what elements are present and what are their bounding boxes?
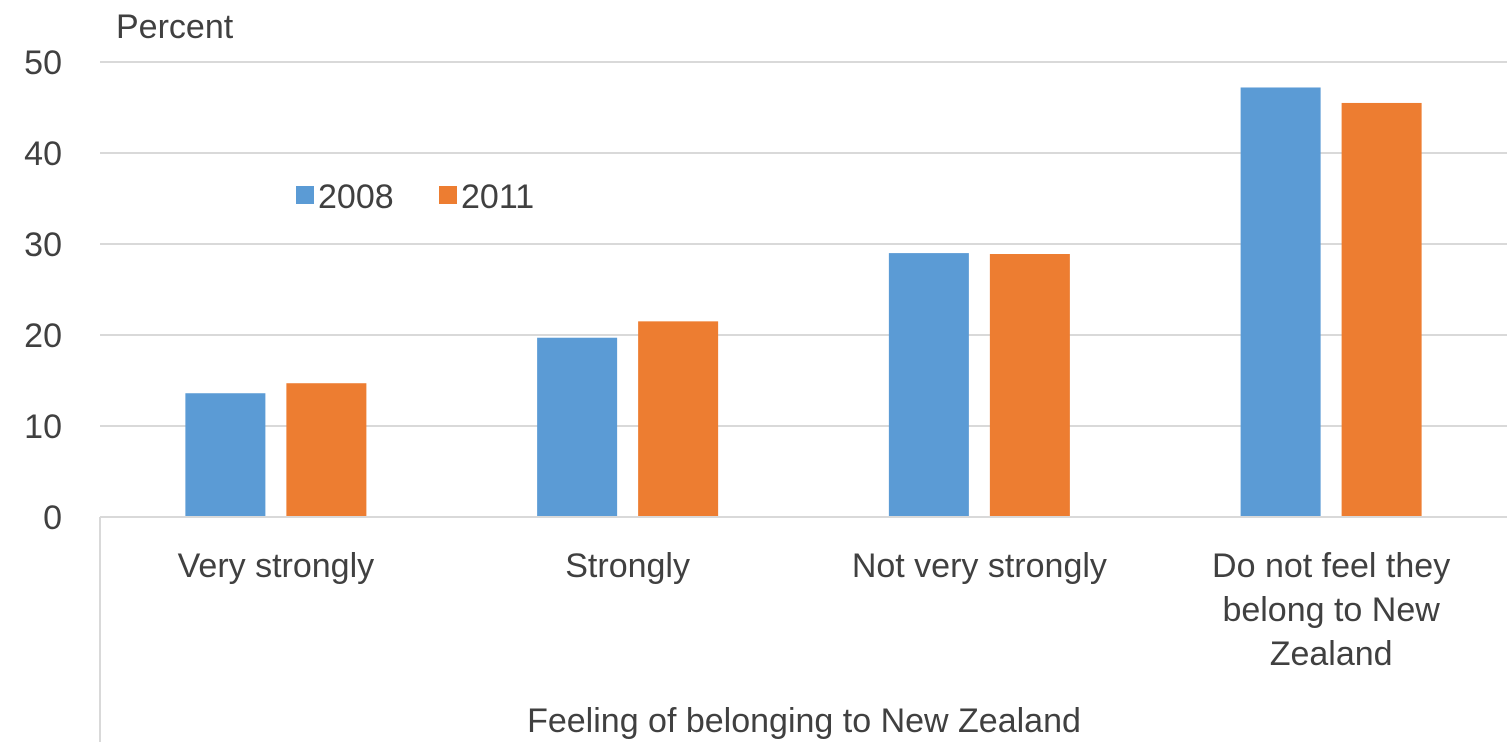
bar-2008 — [185, 393, 266, 517]
x-tick-label: Very strongly — [178, 547, 375, 585]
legend-label-2008: 2008 — [318, 178, 394, 216]
bars — [185, 87, 1422, 517]
legend: 2008 2011 — [296, 178, 534, 216]
y-tick-label: 50 — [24, 44, 62, 82]
y-tick-label: 0 — [43, 499, 62, 537]
x-tick-label: Strongly — [565, 547, 690, 585]
y-axis-title: Percent — [116, 8, 234, 46]
bar-2008 — [537, 337, 618, 517]
bar-2011 — [989, 254, 1070, 517]
bar-2008 — [888, 253, 969, 517]
y-tick-label: 30 — [24, 226, 62, 264]
x-tick-label: Do not feel they belong to New Zealand — [1212, 547, 1450, 673]
bar-2011 — [1341, 102, 1422, 517]
legend-swatch-2008 — [296, 186, 314, 204]
y-tick-label: 10 — [24, 408, 62, 446]
y-tick-label: 40 — [24, 135, 62, 173]
axes: 0 10 20 30 40 50 Very strongly Strongly Not very… — [24, 44, 1507, 742]
bar-2011 — [286, 383, 367, 517]
legend-swatch-2011 — [439, 186, 457, 204]
x-axis-title: Feeling of belonging to New Zealand — [527, 702, 1081, 740]
legend-label-2011: 2011 — [461, 178, 534, 216]
y-tick-label: 20 — [24, 317, 62, 355]
x-tick-label: Not very strongly — [852, 547, 1107, 585]
bar-2008 — [1240, 87, 1321, 517]
bar-2011 — [638, 321, 719, 517]
